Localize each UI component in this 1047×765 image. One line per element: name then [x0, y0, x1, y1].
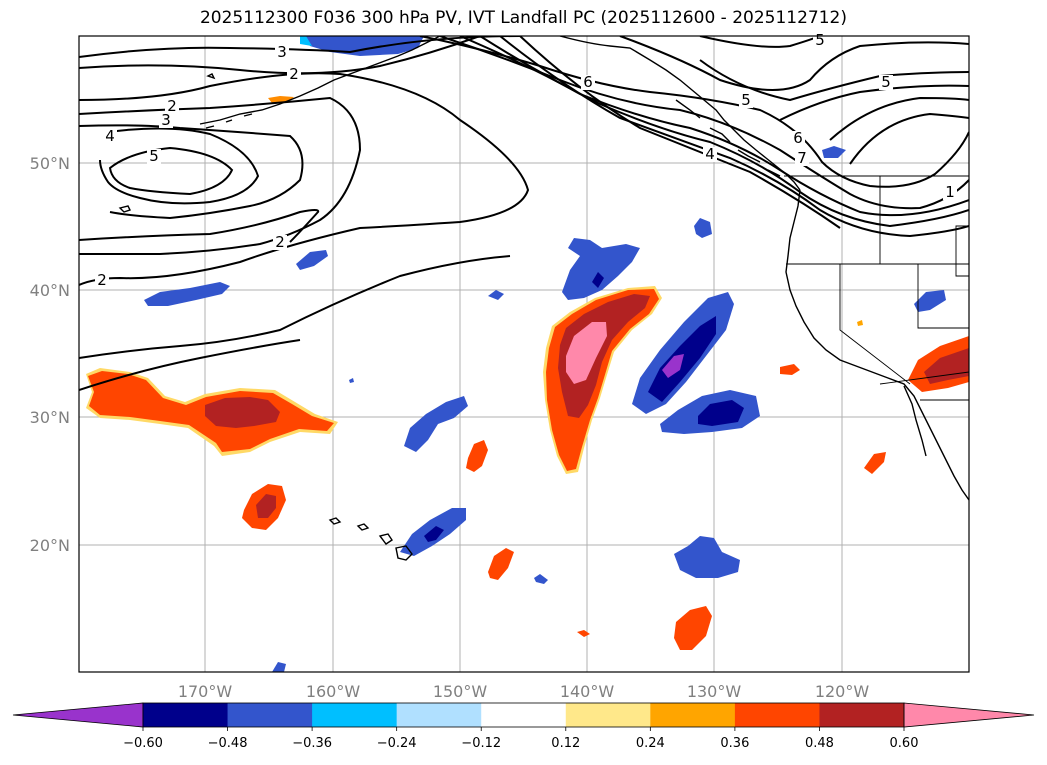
map-background [79, 36, 969, 672]
anomaly-negative-blob [674, 536, 740, 578]
contour-label: 2 [289, 65, 299, 83]
colorbar-extend-high [903, 702, 1035, 728]
y-axis-ticks: 50°N 40°N 30°N 20°N [30, 154, 70, 555]
contour-label-bg [943, 185, 957, 200]
contour-label: 4 [105, 127, 115, 145]
anomaly-negative-blob [144, 282, 230, 306]
contour-label-bg [165, 99, 179, 114]
political-borders [784, 175, 969, 401]
contour-label: 1 [945, 183, 955, 201]
x-tick-label: 160°W [306, 682, 361, 701]
colorbar-tick-label: 0.12 [551, 736, 580, 751]
colorbar-tick-label: −0.48 [208, 736, 248, 751]
contour-label-bg [287, 67, 301, 82]
colorbar-tick-label: −0.24 [377, 736, 417, 751]
colorbar-segment [650, 703, 736, 727]
colorbar-tick-label: 0.60 [890, 736, 919, 751]
anomaly-positive-main-plume-peak [566, 322, 607, 384]
y-tick-label: 20°N [30, 536, 70, 555]
contour-label-bg [703, 147, 717, 162]
anomaly-negative-blob [562, 238, 640, 300]
colorbar-segment [396, 703, 482, 727]
y-tick-label: 40°N [30, 281, 70, 300]
contour-label: 5 [741, 91, 751, 109]
contour-label: 3 [161, 111, 171, 129]
contour-label-bg [795, 151, 809, 166]
colorbar-tick-label: −0.36 [292, 736, 332, 751]
contour-label: 5 [149, 147, 159, 165]
colorbar-segment [565, 703, 651, 727]
contour-label: 2 [97, 271, 107, 289]
x-axis-ticks: 170°W 160°W 150°W 140°W 130°W 120°W [178, 682, 870, 701]
colorbar-segment [143, 703, 229, 727]
contour-label: 7 [797, 149, 807, 167]
y-tick-label: 30°N [30, 408, 70, 427]
contour-label: 5 [815, 31, 825, 49]
contour-label-bg [581, 75, 595, 90]
colorbar-tick-label: 0.36 [720, 736, 749, 751]
colorbar-extend-low [12, 702, 144, 728]
colorbar-tick-label: 0.24 [636, 736, 665, 751]
contour-label: 5 [881, 73, 891, 91]
pv-contours [79, 36, 969, 391]
colorbar-tick-label: −0.60 [123, 736, 163, 751]
colorbar-segment [312, 703, 398, 727]
x-tick-label: 120°W [815, 682, 870, 701]
x-tick-label: 150°W [433, 682, 488, 701]
anomaly-positive-blob [466, 440, 488, 472]
contour-label-bg [879, 75, 893, 90]
anomaly-negative-blob [296, 250, 328, 270]
contour-label: 2 [167, 97, 177, 115]
contour-label: 3 [277, 43, 287, 61]
anomaly-positive-blob [488, 548, 514, 580]
colorbar-tick-label: −0.12 [461, 736, 501, 751]
colorbar-segment [481, 703, 567, 727]
anomaly-negative-blob [404, 396, 468, 452]
colorbar-outline [142, 702, 905, 728]
anomaly-positive-west-band-peak [205, 397, 280, 428]
contour-label: 6 [583, 73, 593, 91]
contour-label: 6 [793, 129, 803, 147]
contour-label-bg [791, 131, 805, 146]
y-tick-label: 50°N [30, 154, 70, 173]
contour-label-bg [813, 33, 827, 48]
contour-label: 2 [275, 233, 285, 251]
colorbar-segment [227, 703, 313, 727]
coastlines [118, 36, 969, 561]
x-tick-label: 170°W [178, 682, 233, 701]
map-frame [78, 35, 970, 673]
contour-label-bg [739, 93, 753, 108]
contour-label-bg [147, 149, 161, 164]
contour-label-bg [103, 129, 117, 144]
contour-label-bg [95, 273, 109, 288]
colorbar: −0.60 −0.48 −0.36 −0.24 −0.12 0.12 0.24 0.36 0.4… [12, 702, 1035, 751]
contour-label-bg [159, 113, 173, 128]
contour-label-bg [273, 235, 287, 250]
x-tick-label: 140°W [560, 682, 615, 701]
map-title: 2025112300 F036 300 hPa PV, IVT Landfall… [199, 8, 847, 28]
colorbar-segment [819, 703, 905, 727]
colorbar-tick-label: 0.48 [805, 736, 834, 751]
anomaly-positive-blob [674, 606, 712, 650]
x-tick-label: 130°W [687, 682, 742, 701]
filled-anomalies [86, 36, 969, 672]
contour-label-bg [275, 45, 289, 60]
colorbar-segment [734, 703, 820, 727]
anomaly-positive-main-plume-mid [558, 294, 650, 418]
map-content [79, 36, 969, 672]
contour-label: 4 [705, 145, 715, 163]
